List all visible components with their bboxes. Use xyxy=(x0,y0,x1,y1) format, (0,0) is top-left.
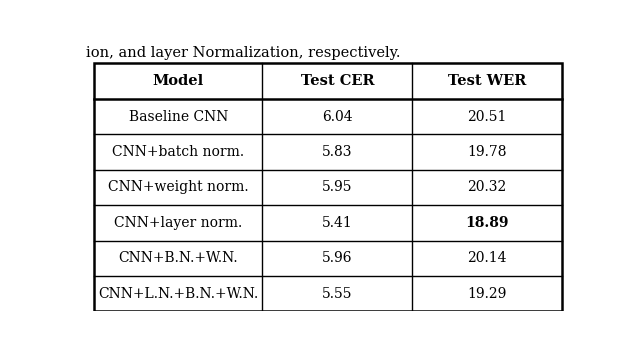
Text: 5.95: 5.95 xyxy=(322,180,353,194)
Text: Test CER: Test CER xyxy=(301,74,374,88)
Text: 5.96: 5.96 xyxy=(322,251,353,265)
Text: Baseline CNN: Baseline CNN xyxy=(129,110,228,124)
Text: CNN+L.N.+B.N.+W.N.: CNN+L.N.+B.N.+W.N. xyxy=(98,287,259,301)
Text: 5.83: 5.83 xyxy=(322,145,353,159)
Text: 5.41: 5.41 xyxy=(322,216,353,230)
Text: 5.55: 5.55 xyxy=(322,287,353,301)
Text: 6.04: 6.04 xyxy=(322,110,353,124)
Text: 20.51: 20.51 xyxy=(467,110,507,124)
Text: 19.29: 19.29 xyxy=(467,287,507,301)
Text: 20.32: 20.32 xyxy=(468,180,507,194)
Text: Model: Model xyxy=(152,74,204,88)
Text: CNN+batch norm.: CNN+batch norm. xyxy=(112,145,244,159)
Text: 20.14: 20.14 xyxy=(467,251,507,265)
Text: CNN+layer norm.: CNN+layer norm. xyxy=(114,216,243,230)
Text: 18.89: 18.89 xyxy=(465,216,509,230)
Text: 19.78: 19.78 xyxy=(467,145,507,159)
Text: CNN+B.N.+W.N.: CNN+B.N.+W.N. xyxy=(118,251,238,265)
Text: ion, and layer Normalization, respectively.: ion, and layer Normalization, respective… xyxy=(86,46,401,60)
Text: Test WER: Test WER xyxy=(448,74,526,88)
Text: CNN+weight norm.: CNN+weight norm. xyxy=(108,180,248,194)
